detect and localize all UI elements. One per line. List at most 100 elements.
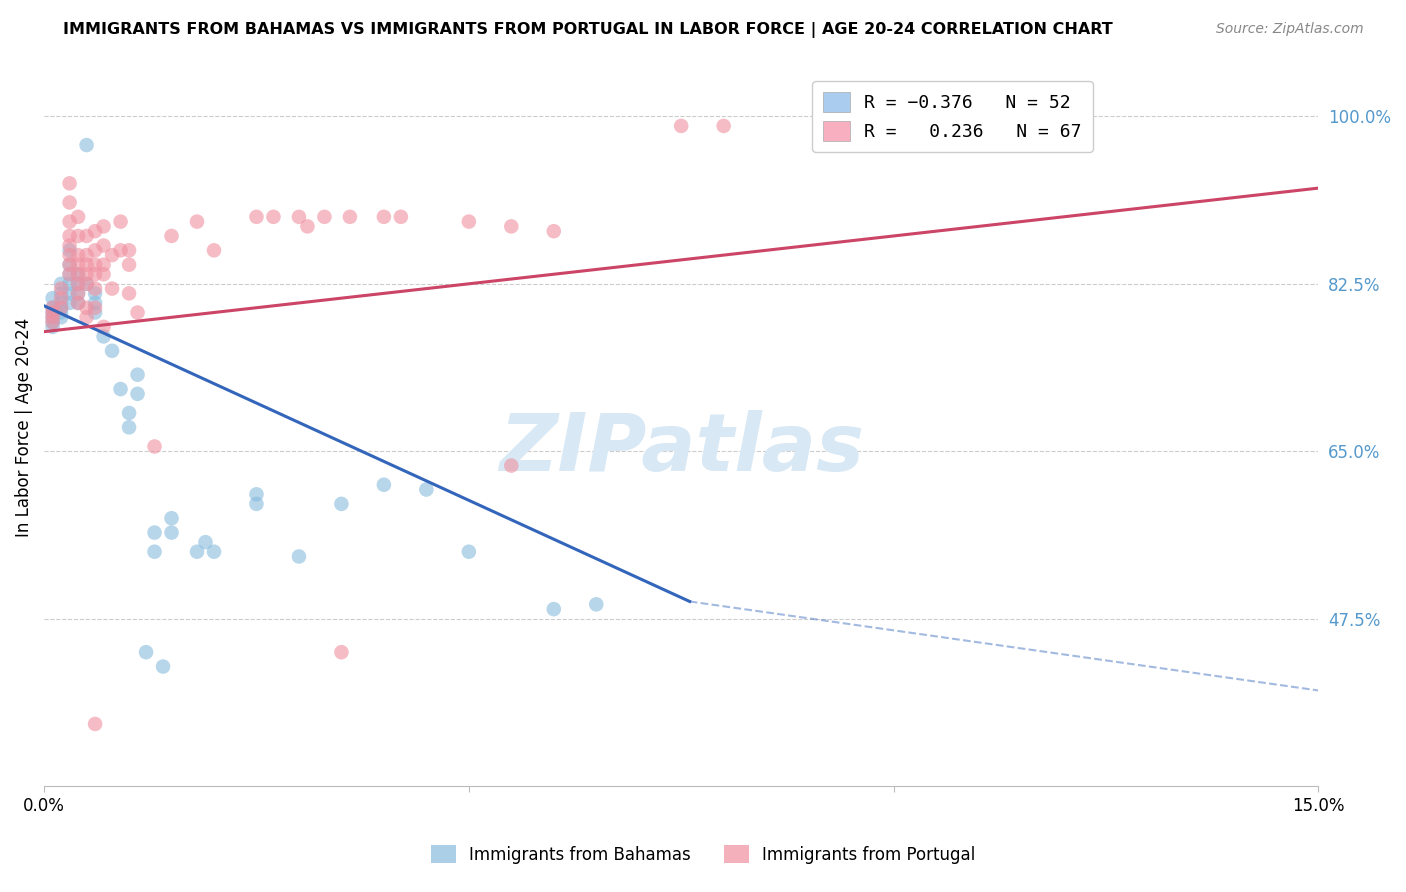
Point [543,602,565,616]
Point [110,382,132,396]
Legend: Immigrants from Bahamas, Immigrants from Portugal: Immigrants from Bahamas, Immigrants from… [423,838,983,871]
Point [67,267,90,281]
Point [58,258,80,272]
Point [84,282,107,296]
Point [49,310,72,325]
Point [49,301,72,315]
Point [58,267,80,281]
Point [67,286,90,301]
Point [118,244,141,258]
Point [93,329,115,343]
Point [160,525,183,540]
Point [118,420,141,434]
Point [84,296,107,310]
Point [101,343,124,358]
Point [84,286,107,301]
Point [76,258,98,272]
Point [93,258,115,272]
Point [245,497,267,511]
Point [67,210,90,224]
Point [49,291,72,305]
Text: IMMIGRANTS FROM BAHAMAS VS IMMIGRANTS FROM PORTUGAL IN LABOR FORCE | AGE 20-24 C: IMMIGRANTS FROM BAHAMAS VS IMMIGRANTS FR… [63,22,1114,38]
Point [67,277,90,291]
Point [76,277,98,291]
Point [389,210,412,224]
Point [118,258,141,272]
Point [58,238,80,252]
Point [84,244,107,258]
Point [713,119,735,133]
Point [76,248,98,262]
Point [127,368,149,382]
Point [127,387,149,401]
Point [58,244,80,258]
Point [49,282,72,296]
Point [118,286,141,301]
Point [297,219,319,234]
Point [67,267,90,281]
Point [41,301,63,315]
Point [93,319,115,334]
Point [101,282,124,296]
Point [76,267,98,281]
Point [84,301,107,315]
Point [76,310,98,325]
Point [49,277,72,291]
Point [160,511,183,525]
Point [373,477,395,491]
Point [457,214,479,228]
Point [67,277,90,291]
Point [543,224,565,238]
Point [373,210,395,224]
Point [58,258,80,272]
Point [585,598,607,612]
Point [58,248,80,262]
Point [501,219,523,234]
Point [76,301,98,315]
Text: Source: ZipAtlas.com: Source: ZipAtlas.com [1216,22,1364,37]
Point [41,305,63,319]
Point [314,210,336,224]
Point [288,549,311,564]
Point [194,535,217,549]
Point [41,319,63,334]
Point [152,659,174,673]
Point [415,483,437,497]
Point [118,406,141,420]
Point [41,305,63,319]
Point [143,525,166,540]
Point [76,277,98,291]
Point [135,645,157,659]
Point [41,301,63,315]
Point [501,458,523,473]
Point [110,214,132,228]
Point [330,497,353,511]
Point [67,258,90,272]
Point [202,244,225,258]
Point [245,210,267,224]
Point [67,286,90,301]
Point [58,229,80,244]
Point [93,219,115,234]
Point [49,301,72,315]
Point [669,119,692,133]
Point [186,545,208,559]
Point [110,244,132,258]
Point [84,305,107,319]
Point [84,267,107,281]
Point [288,210,311,224]
Point [84,224,107,238]
Point [41,315,63,329]
Point [41,291,63,305]
Point [67,248,90,262]
Point [58,177,80,191]
Point [67,296,90,310]
Point [76,229,98,244]
Point [58,267,80,281]
Point [101,248,124,262]
Point [41,310,63,325]
Point [41,315,63,329]
Point [58,286,80,301]
Point [262,210,284,224]
Point [202,545,225,559]
